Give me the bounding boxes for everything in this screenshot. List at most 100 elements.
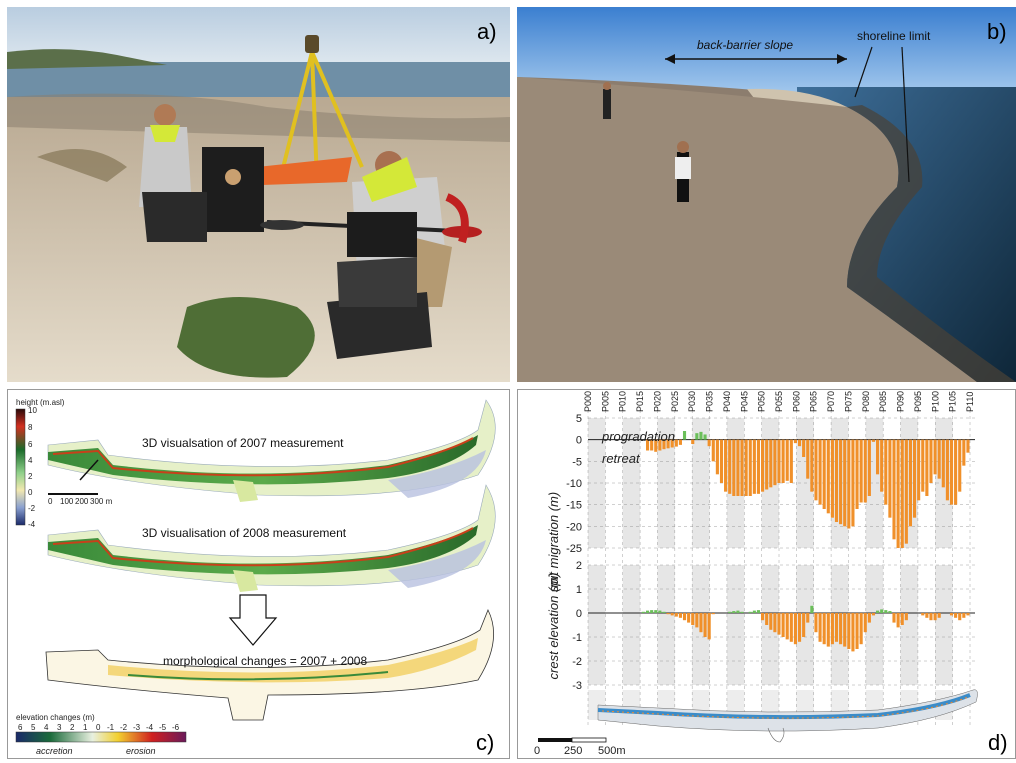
- ytick-migration: 0: [576, 435, 582, 447]
- bar-crest: [769, 613, 773, 630]
- bar-migration: [699, 431, 703, 440]
- bar-migration: [715, 439, 719, 475]
- bar-crest: [678, 613, 682, 618]
- bar-migration: [876, 439, 880, 475]
- bar-crest: [781, 613, 785, 637]
- map-scale-tick: 200: [75, 497, 89, 506]
- bar-crest: [962, 613, 966, 618]
- profile-label: P095: [913, 391, 923, 412]
- profile-label: P035: [705, 391, 715, 412]
- ytick-crest: -1: [572, 632, 582, 644]
- bar-migration: [761, 439, 765, 492]
- bar-crest: [695, 613, 699, 628]
- elev-legend-ticks: 6 5 4 3 2 1 0 -1 -2 -3 -4 -5 -6: [18, 723, 180, 732]
- elev-tick: 1: [83, 723, 88, 732]
- profile-label: P055: [774, 391, 784, 412]
- bar-migration: [707, 439, 711, 447]
- bar-migration: [884, 439, 888, 505]
- elev-tick: 0: [96, 723, 101, 732]
- bar-migration: [917, 439, 921, 501]
- profile-label: P005: [600, 391, 610, 412]
- retreat-label: retreat: [602, 451, 641, 466]
- profile-label: P105: [948, 391, 958, 412]
- bar-migration: [949, 439, 954, 505]
- bar-crest: [933, 613, 937, 621]
- bar-migration: [830, 439, 834, 518]
- spit-photo: back-barrier slope shoreline limit b): [517, 7, 1016, 382]
- ytick-crest: 0: [576, 608, 582, 620]
- profile-label: P065: [809, 391, 819, 412]
- bar-migration: [769, 439, 773, 488]
- bar-migration: [674, 439, 678, 447]
- panel-d-letter: d): [988, 730, 1008, 755]
- bar-crest: [843, 613, 847, 647]
- bar-migration: [740, 439, 744, 496]
- bar-migration: [839, 439, 843, 525]
- bar-crest: [797, 613, 802, 642]
- bar-migration: [732, 439, 736, 496]
- bar-migration: [822, 439, 826, 509]
- scale-tick: 250: [564, 745, 582, 757]
- bar-migration: [925, 439, 929, 496]
- ytick-migration: 5: [576, 413, 582, 425]
- height-tick: 8: [28, 423, 33, 432]
- bar-migration: [834, 439, 839, 522]
- profile-label: P000: [583, 391, 593, 412]
- height-tick: 0: [28, 488, 33, 497]
- bar-migration: [703, 434, 707, 440]
- bar-migration: [666, 439, 670, 449]
- bar-migration: [933, 439, 937, 475]
- bar-crest: [645, 610, 650, 613]
- bar-crest: [732, 611, 736, 613]
- bar-migration: [954, 439, 958, 505]
- profile-label: P070: [826, 391, 836, 412]
- ytick-migration: -15: [566, 500, 582, 512]
- ytick-crest: 2: [576, 560, 582, 572]
- bar-migration: [966, 439, 970, 453]
- bar-crest: [818, 613, 822, 642]
- bar-crest: [954, 613, 958, 618]
- bar-crest: [736, 610, 740, 613]
- bar-migration: [945, 439, 949, 501]
- map-scale-tick: 300 m: [90, 497, 113, 506]
- accretion-label: accretion: [36, 746, 73, 756]
- profile-label: P010: [618, 391, 628, 412]
- bar-crest: [925, 613, 929, 618]
- bar-crest: [682, 613, 687, 621]
- bar-migration: [880, 439, 884, 492]
- bar-crest: [830, 613, 834, 645]
- ytick-crest: 1: [576, 584, 582, 596]
- bar-crest: [937, 613, 941, 618]
- bar-migration: [806, 439, 810, 479]
- bar-crest: [748, 611, 752, 613]
- bar-crest: [892, 613, 896, 623]
- elev-legend-title: elevation changes (m): [16, 713, 95, 722]
- bar-migration: [645, 439, 650, 451]
- elev-tick: 3: [57, 723, 62, 732]
- bar-crest: [839, 613, 843, 645]
- bar-crest: [785, 613, 789, 640]
- bar-migration: [736, 439, 740, 496]
- bar-crest: [949, 613, 954, 616]
- height-colorbar: [15, 408, 26, 526]
- bar-crest: [703, 613, 707, 637]
- bar-crest: [810, 605, 814, 613]
- bar-migration: [658, 439, 662, 451]
- field-photo: a): [7, 7, 510, 382]
- shoreline-label: shoreline limit: [857, 29, 931, 43]
- bar-migration: [682, 431, 687, 440]
- shade-band: [865, 565, 884, 685]
- bar-migration: [863, 439, 867, 503]
- bar-migration: [921, 439, 925, 492]
- bar-crest: [806, 613, 810, 623]
- bar-crest: [802, 613, 806, 637]
- panel-a-letter: a): [477, 19, 497, 44]
- bar-migration: [789, 439, 793, 483]
- bar-migration: [797, 439, 802, 447]
- map-scale-tick: 0: [48, 497, 53, 506]
- ytick-crest: -2: [572, 656, 582, 668]
- title-changes: morphological changes = 2007 + 2008: [163, 654, 367, 668]
- bar-migration: [900, 439, 904, 548]
- title-2007: 3D visualsation of 2007 measurement: [142, 436, 344, 450]
- bar-crest: [777, 613, 781, 635]
